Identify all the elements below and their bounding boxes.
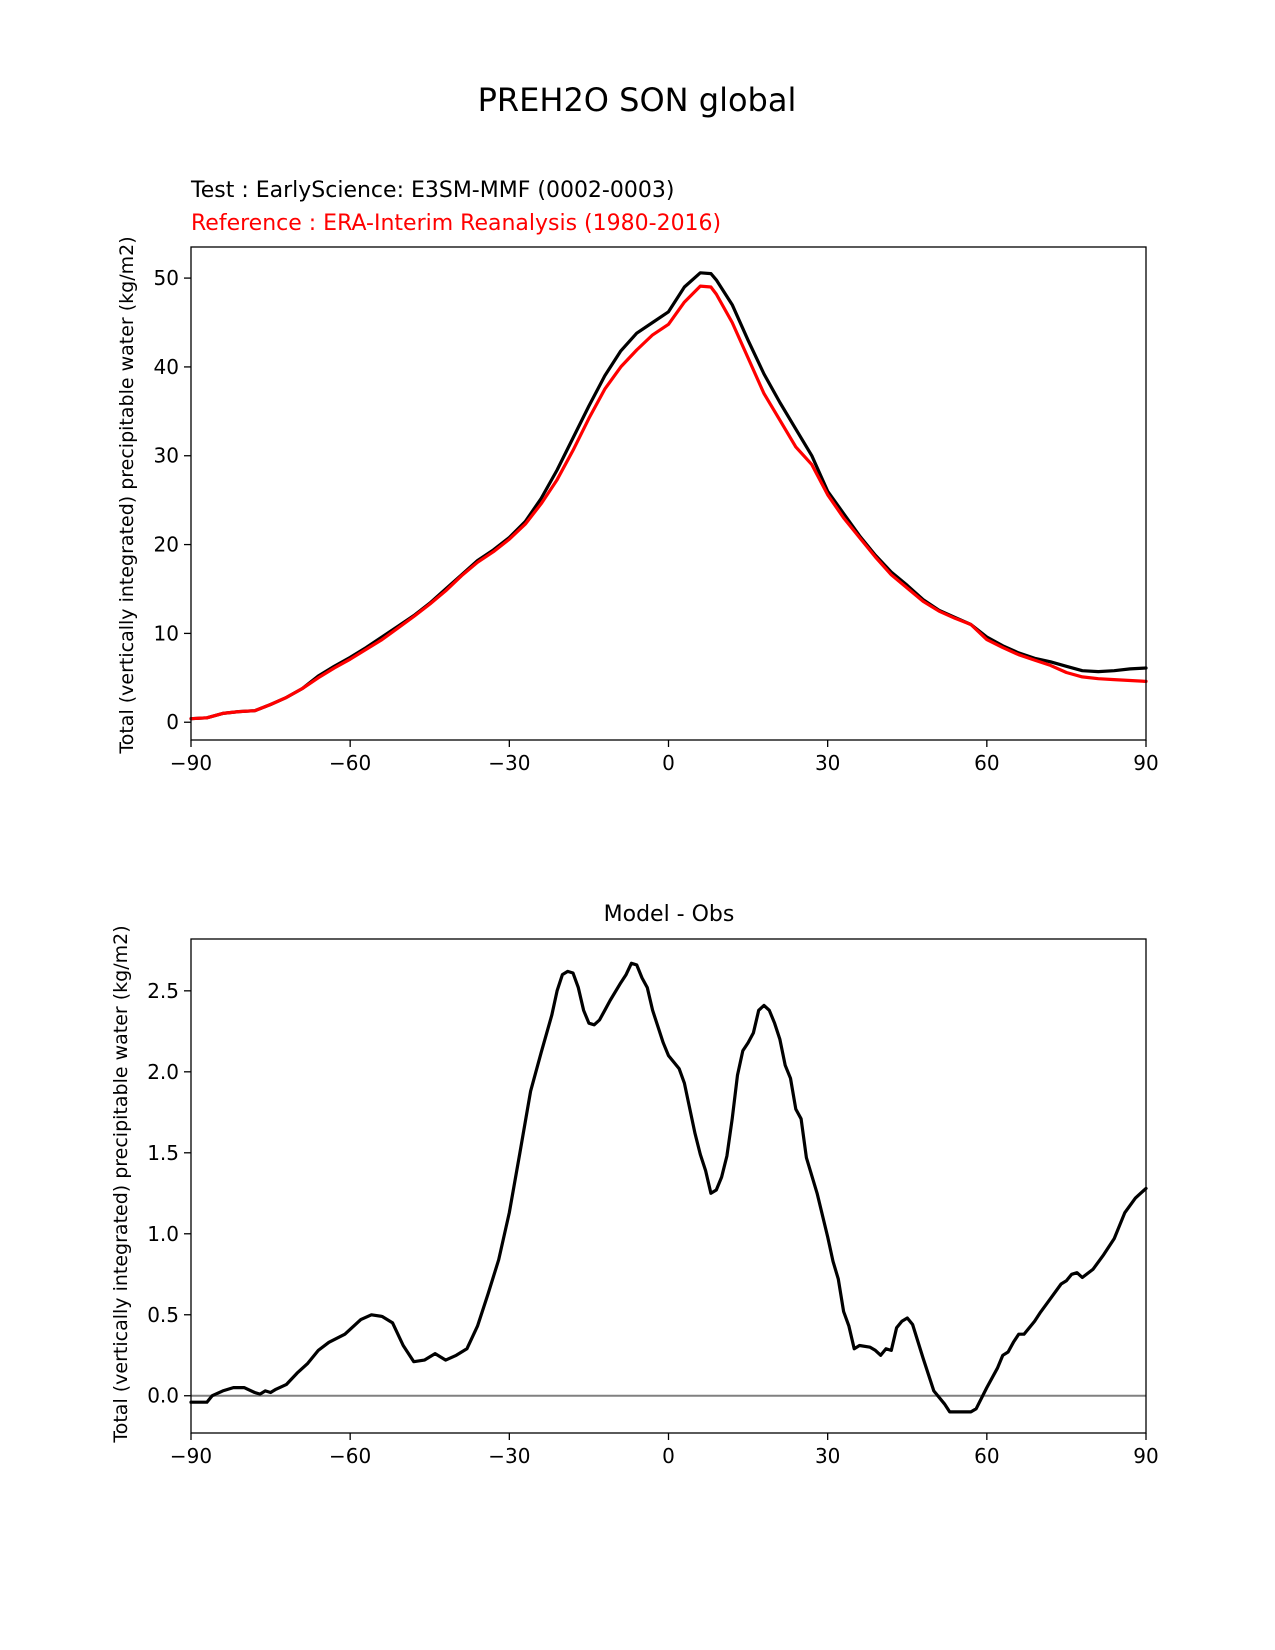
y-tick-label-top: 20 bbox=[154, 533, 179, 557]
y-tick-label-top: 50 bbox=[154, 266, 179, 290]
y-tick-label-bottom: 1.5 bbox=[147, 1141, 179, 1165]
x-tick-label-top: 60 bbox=[974, 751, 999, 775]
chart-top: Test : EarlyScience: E3SM-MMF (0002-0003… bbox=[116, 178, 1159, 775]
x-tick-label-bottom: 30 bbox=[815, 1444, 840, 1468]
y-tick-label-top: 10 bbox=[154, 621, 179, 645]
x-tick-label-bottom: −90 bbox=[170, 1444, 212, 1468]
plot-area-bottom: −90 −60 −30 0 30 60 90 0.0 0.5 1.0 1.5 2.0 2.5 bbox=[147, 938, 1159, 1468]
y-tick-label-bottom: 2.5 bbox=[147, 979, 179, 1003]
series-line-model-obs bbox=[189, 961, 1148, 1414]
test-legend-label: Test : EarlyScience: E3SM-MMF (0002-0003… bbox=[190, 178, 674, 203]
y-tick-label-bottom: 1.0 bbox=[147, 1222, 179, 1246]
reference-legend-label: Reference : ERA-Interim Reanalysis (1980… bbox=[191, 211, 721, 236]
subplot-title: Model - Obs bbox=[604, 902, 735, 927]
x-tick-label-bottom: −30 bbox=[488, 1444, 530, 1468]
y-tick-label-bottom: 0.0 bbox=[147, 1384, 179, 1408]
y-tick-label-top: 30 bbox=[154, 444, 179, 468]
x-tick-label-top: 30 bbox=[815, 751, 840, 775]
y-tick-label-bottom: 2.0 bbox=[147, 1060, 179, 1084]
chart-bottom: Model - Obs Total (vertically integrated… bbox=[110, 902, 1159, 1468]
y-tick-label-bottom: 0.5 bbox=[147, 1303, 179, 1327]
figure-title: PREH2O SON global bbox=[478, 81, 797, 119]
x-tick-label-bottom: 60 bbox=[974, 1444, 999, 1468]
x-tick-label-top: −30 bbox=[488, 751, 530, 775]
plot-area-top: −90 −60 −30 0 30 60 90 0 10 20 30 40 50 bbox=[154, 246, 1159, 775]
series-line-reference bbox=[189, 284, 1148, 721]
y-axis-label-bottom: Total (vertically integrated) precipitab… bbox=[110, 925, 132, 1443]
x-tick-label-bottom: −60 bbox=[329, 1444, 371, 1468]
y-tick-label-top: 40 bbox=[154, 355, 179, 379]
x-tick-label-top: −60 bbox=[329, 751, 371, 775]
x-tick-label-top: 90 bbox=[1133, 751, 1158, 775]
x-tick-label-top: −90 bbox=[170, 751, 212, 775]
series-line-test bbox=[189, 271, 1148, 721]
y-tick-label-top: 0 bbox=[166, 710, 179, 734]
x-tick-label-bottom: 0 bbox=[662, 1444, 675, 1468]
x-tick-label-bottom: 90 bbox=[1133, 1444, 1158, 1468]
x-tick-label-top: 0 bbox=[662, 751, 675, 775]
y-axis-label-top: Total (vertically integrated) precipitab… bbox=[116, 236, 138, 754]
